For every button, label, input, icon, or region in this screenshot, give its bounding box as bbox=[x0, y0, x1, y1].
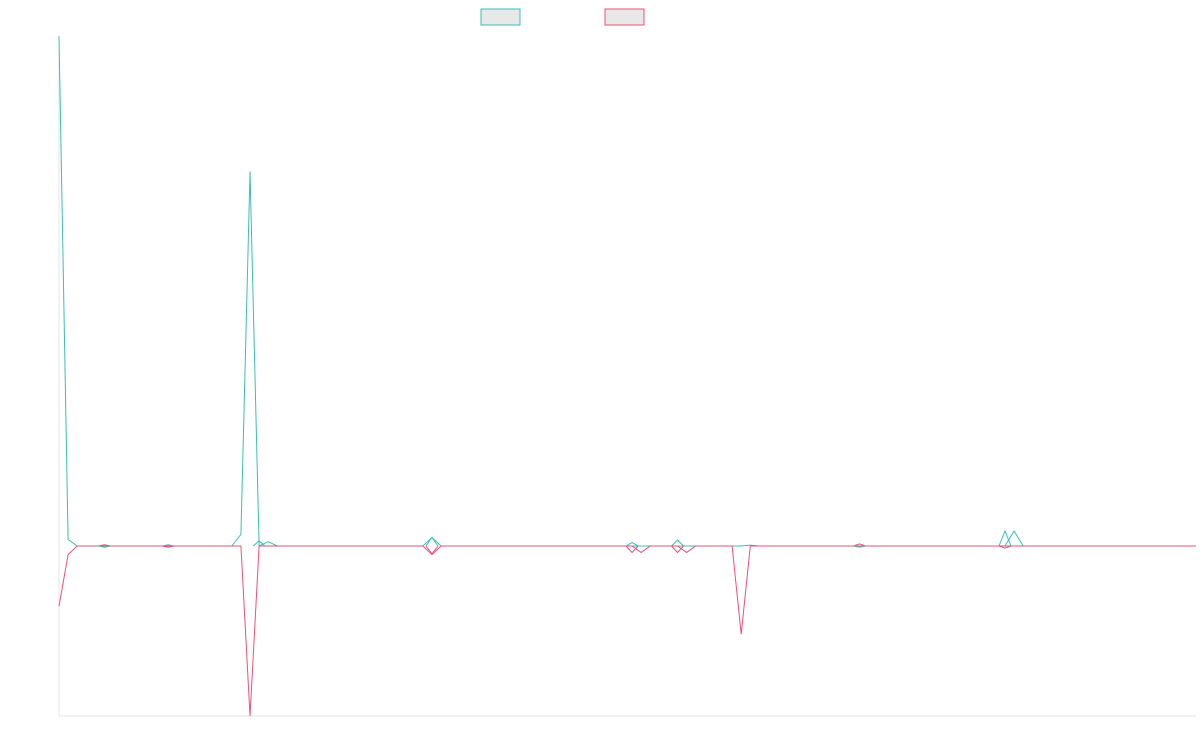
series-2-blip-3 bbox=[162, 545, 175, 548]
series-1-blip-7 bbox=[625, 541, 639, 547]
series-2-blip-14 bbox=[998, 545, 1012, 549]
series-layer bbox=[58, 35, 1196, 717]
series-2-blip-8 bbox=[625, 545, 639, 554]
series-1-blip-5 bbox=[425, 536, 439, 547]
legend-swatch-2[interactable] bbox=[604, 8, 645, 26]
series-1-blip-0 bbox=[98, 545, 111, 548]
series-2-blip-10 bbox=[671, 545, 684, 554]
series-1-blip-12 bbox=[853, 545, 866, 548]
series-2-blip-1 bbox=[98, 544, 111, 547]
series-2-blip-6 bbox=[425, 545, 439, 555]
series-1-blip-2 bbox=[162, 544, 175, 547]
axes bbox=[58, 36, 1196, 717]
series-2-blip-11 bbox=[853, 543, 866, 547]
series-1-blip-4 bbox=[252, 540, 266, 547]
legend bbox=[480, 8, 645, 26]
series-line-2 bbox=[58, 545, 1196, 717]
series-line-1 bbox=[58, 35, 1196, 547]
series-1-blip-13 bbox=[998, 529, 1012, 547]
series-1-blip-9 bbox=[671, 539, 684, 547]
legend-swatch-1[interactable] bbox=[480, 8, 521, 26]
